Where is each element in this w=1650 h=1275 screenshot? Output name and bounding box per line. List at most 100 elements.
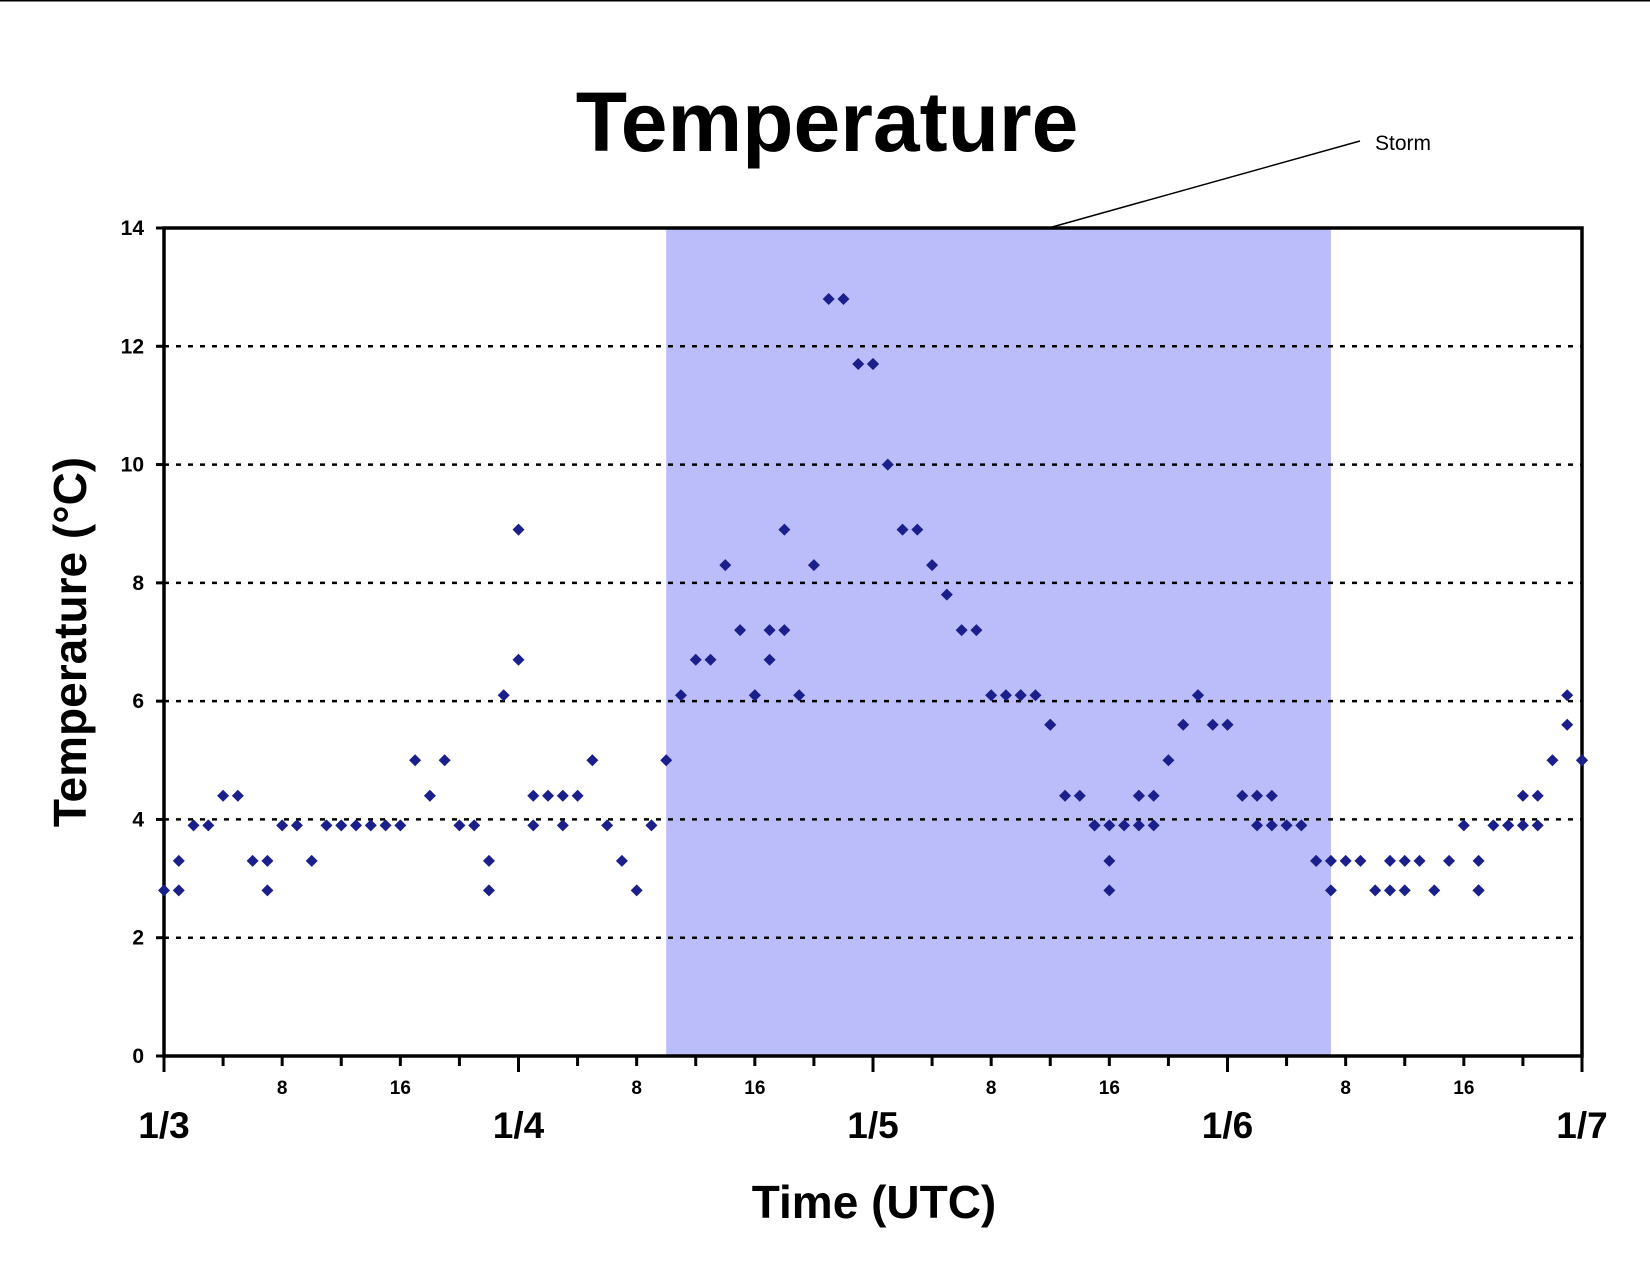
data-point (1443, 854, 1456, 867)
data-point (881, 458, 894, 471)
x-hour-label: 8 (986, 1078, 997, 1099)
data-point (1398, 884, 1411, 897)
data-point (1383, 854, 1396, 867)
data-point (364, 819, 377, 832)
data-point (246, 854, 259, 867)
data-point (793, 689, 806, 702)
x-date-label: 1/4 (493, 1105, 545, 1146)
x-axis-title: Time (UTC) (752, 1176, 997, 1228)
data-point (1251, 819, 1264, 832)
data-point (601, 819, 614, 832)
data-point (911, 523, 924, 536)
data-point (689, 653, 702, 666)
data-point (482, 884, 495, 897)
data-point (1103, 884, 1116, 897)
data-point (926, 559, 939, 572)
storm-leader-line (1048, 140, 1361, 229)
data-point (1339, 854, 1352, 867)
data-point (1177, 718, 1190, 731)
y-tick-label: 10 (121, 454, 144, 477)
data-point (1044, 718, 1057, 731)
x-hour-label: 16 (1453, 1078, 1474, 1099)
data-point (556, 789, 569, 802)
y-axis-title: Temperature (°C) (44, 457, 96, 827)
data-point (615, 854, 628, 867)
data-point (1324, 854, 1337, 867)
data-point (1073, 789, 1086, 802)
data-point (202, 819, 215, 832)
data-point (1324, 884, 1337, 897)
data-point (1369, 884, 1382, 897)
data-point (1280, 819, 1293, 832)
data-point (1428, 884, 1441, 897)
data-point (748, 689, 761, 702)
data-point (1295, 819, 1308, 832)
data-point (970, 624, 983, 637)
data-point (1472, 854, 1485, 867)
data-point (261, 884, 274, 897)
chart-title: Temperature (576, 75, 1079, 169)
data-point (350, 819, 363, 832)
y-tick-label: 0 (132, 1045, 144, 1068)
data-point (1118, 819, 1131, 832)
data-point (867, 358, 879, 371)
data-point (231, 789, 244, 802)
data-point (822, 292, 835, 305)
data-point (1103, 819, 1116, 832)
data-point (674, 689, 687, 702)
data-point (556, 819, 569, 832)
data-point (807, 559, 820, 572)
x-hour-label: 8 (631, 1078, 642, 1099)
data-point (512, 653, 525, 666)
data-point (290, 819, 303, 832)
data-point (719, 559, 732, 572)
y-tick-label: 14 (121, 217, 145, 240)
data-point (1251, 789, 1264, 802)
data-point (1413, 854, 1426, 867)
data-point (187, 819, 200, 832)
data-point (896, 523, 909, 536)
data-point (172, 854, 185, 867)
data-point (1398, 854, 1411, 867)
data-point (320, 819, 333, 832)
data-point (778, 523, 791, 536)
data-point (1206, 718, 1219, 731)
data-point (1310, 854, 1323, 867)
data-point (1531, 789, 1544, 802)
x-date-label: 1/5 (847, 1105, 898, 1146)
data-point (482, 854, 495, 867)
y-tick-label: 2 (132, 927, 144, 950)
data-point (217, 789, 230, 802)
data-point (497, 689, 510, 702)
data-point (1383, 884, 1396, 897)
data-point (999, 689, 1012, 702)
data-point (1531, 819, 1544, 832)
y-tick-label: 4 (132, 808, 144, 831)
data-point (1236, 789, 1249, 802)
data-point (1561, 718, 1574, 731)
data-point (734, 624, 747, 637)
data-point (1132, 819, 1145, 832)
data-point (423, 789, 436, 802)
data-point (1354, 854, 1367, 867)
data-point (1147, 819, 1160, 832)
y-tick-label: 12 (121, 335, 144, 358)
data-point (1029, 689, 1042, 702)
data-point (1132, 789, 1145, 802)
x-date-label: 1/7 (1556, 1105, 1607, 1146)
data-point (778, 624, 791, 637)
data-point (305, 854, 318, 867)
data-point (394, 819, 407, 832)
data-point (1221, 718, 1234, 731)
data-point (1487, 819, 1500, 832)
data-point (1059, 789, 1072, 802)
x-hour-label: 16 (390, 1078, 411, 1099)
data-point (1502, 819, 1515, 832)
data-point (630, 884, 643, 897)
data-point (172, 884, 185, 897)
data-point (438, 754, 451, 767)
data-point (660, 754, 673, 767)
storm-shaded-region (666, 228, 1331, 1056)
data-point (1472, 884, 1485, 897)
data-point (955, 624, 968, 637)
